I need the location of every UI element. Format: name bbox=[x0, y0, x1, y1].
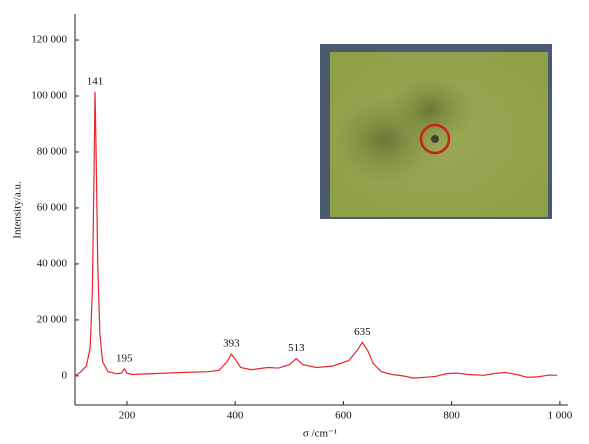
peak-label: 513 bbox=[288, 342, 305, 354]
x-tick-label: 600 bbox=[335, 410, 352, 422]
peak-label: 195 bbox=[116, 352, 133, 364]
x-tick-label: 400 bbox=[227, 410, 244, 422]
x-tick-label: 800 bbox=[443, 410, 460, 422]
peak-label: 393 bbox=[223, 338, 240, 350]
spectrum-line bbox=[74, 91, 558, 379]
inset-shadow bbox=[385, 75, 475, 145]
y-tick-label: 40 000 bbox=[37, 257, 68, 269]
y-tick-label: 120 000 bbox=[31, 34, 67, 46]
y-axis-label: Intensity/a.u. bbox=[12, 181, 24, 239]
y-tick-label: 20 000 bbox=[37, 313, 68, 325]
x-axis-label: σ /cm⁻¹ bbox=[303, 428, 337, 440]
x-tick-label: 1 000 bbox=[548, 410, 573, 422]
inset-spot bbox=[431, 135, 439, 143]
y-tick-label: 100 000 bbox=[31, 90, 67, 102]
inset-marker bbox=[419, 123, 451, 155]
peak-label: 635 bbox=[354, 326, 371, 338]
y-tick-label: 80 000 bbox=[37, 146, 68, 158]
x-tick-label: 200 bbox=[119, 410, 136, 422]
inset-image bbox=[320, 44, 552, 219]
peak-label: 141 bbox=[87, 75, 104, 87]
y-tick-label: 60 000 bbox=[37, 201, 68, 213]
y-tick-label: 0 bbox=[62, 369, 68, 381]
